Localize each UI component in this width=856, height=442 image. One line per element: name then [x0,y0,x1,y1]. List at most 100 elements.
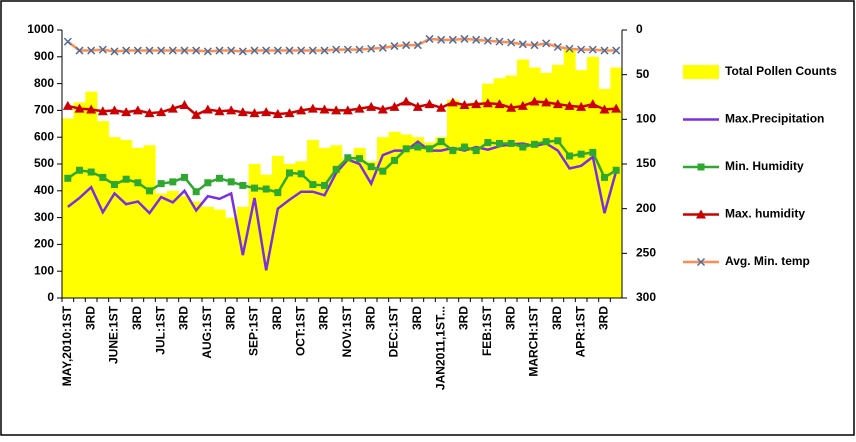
marker-triangle [506,102,517,112]
marker-square [146,187,153,195]
x-tick-label: FEB:1ST [480,305,494,356]
marker-square [577,150,585,158]
x-tick-label: SEP:1ST [247,305,261,356]
x-tick-label: 3RD [223,306,237,330]
bar [458,105,471,298]
marker-triangle [564,100,575,110]
marker-square [99,173,107,181]
marker-triangle [249,108,260,118]
marker-x [180,46,189,55]
marker-square [286,169,293,177]
bar [190,201,203,298]
y-tick-label: 500 [34,156,54,170]
bar [318,147,331,298]
marker-x [332,45,341,54]
marker-x [238,47,247,56]
marker-square [554,137,562,145]
x-tick-label: MAY,2010:1ST [60,305,74,386]
marker-triangle [696,209,706,219]
marker-x [308,46,317,55]
marker-x [495,37,504,46]
legend-label: Total Pollen Counts [725,64,837,78]
marker-x [122,46,131,55]
legend-label: Max. humidity [725,207,805,221]
y-tick-label: 300 [34,210,54,224]
marker-triangle [576,101,587,111]
x-tick-label: 3RD [177,306,191,330]
bar [213,209,226,298]
bar [598,88,611,299]
marker-x [696,257,706,267]
x-tick-label: 3RD [597,306,611,330]
marker-triangle [459,100,470,110]
x-tick-label: 3RD [363,306,377,330]
marker-square [519,143,527,151]
x-tick-label: APR:1ST [573,305,587,357]
marker-x [297,46,306,55]
bar [108,137,121,298]
marker-x [600,46,609,55]
marker-triangle [552,99,563,109]
bar [377,137,389,298]
marker-triangle [447,97,458,107]
marker-square [589,148,597,156]
marker-triangle [401,96,412,106]
x-tick-label: AUG:1ST [200,305,214,358]
x-tick-label: MARCH:1ST [527,305,541,376]
marker-x [542,39,551,48]
y-tick-label: 100 [34,263,54,277]
marker-square [472,147,480,155]
marker-square [192,188,200,196]
marker-square [601,173,608,181]
marker-triangle [97,106,108,116]
y2-tick-label: 0 [636,22,643,36]
marker-triangle [482,98,493,108]
marker-x [530,41,539,50]
marker-x [402,41,411,50]
marker-square [309,181,317,189]
bar [132,147,144,298]
marker-x [577,45,586,54]
bar [517,59,529,299]
y2-tick-label: 200 [636,201,656,215]
bar [73,102,86,298]
marker-triangle [202,104,213,114]
marker-square [566,152,573,160]
bar [482,83,494,298]
bar [97,121,109,299]
bar [353,147,366,298]
marker-square [356,155,363,163]
y2-tick-label: 150 [636,156,656,170]
marker-x [355,45,364,54]
bar [248,164,261,298]
bar [330,145,343,298]
bar [388,131,401,298]
marker-square [379,167,387,175]
bar [610,67,623,299]
legend-label: Min. Humidity [725,159,804,173]
marker-x [133,46,142,55]
marker-triangle [296,105,307,115]
marker-x [518,40,527,49]
bar [202,206,214,298]
marker-triangle [412,101,423,111]
marker-triangle [237,107,248,117]
marker-triangle [342,105,353,115]
bar [493,78,506,299]
bar [505,75,518,298]
marker-x [437,35,446,44]
marker-square [414,143,422,151]
bar [470,102,483,298]
marker-x [285,46,294,55]
bar [295,161,308,298]
bar [155,193,168,298]
bar [447,99,459,299]
marker-x [612,46,621,55]
x-tick-label: OCT:1ST [293,305,307,356]
bar [400,134,413,298]
bar [178,196,191,298]
y-tick-label: 400 [34,183,54,197]
bar [563,48,576,299]
marker-x [262,46,271,55]
